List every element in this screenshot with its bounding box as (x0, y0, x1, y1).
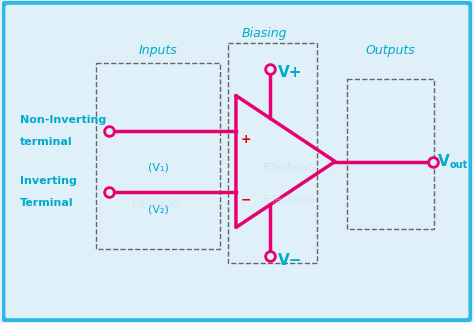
Text: ETechnoG: ETechnoG (264, 195, 315, 205)
Text: V+: V+ (278, 65, 302, 80)
Text: V: V (438, 154, 450, 169)
Text: −: − (241, 194, 251, 207)
Text: terminal: terminal (20, 137, 73, 147)
Text: V−: V− (278, 253, 302, 268)
Bar (96, 63, 220, 249)
Text: Biasing: Biasing (242, 26, 287, 40)
Text: Inputs: Inputs (139, 45, 177, 57)
Bar (228, 43, 317, 263)
Text: ETechnoG: ETechnoG (264, 163, 315, 173)
Bar (347, 79, 434, 229)
Text: out: out (450, 161, 468, 171)
Text: (V₂): (V₂) (148, 204, 169, 214)
FancyBboxPatch shape (3, 2, 471, 321)
Text: Terminal: Terminal (20, 198, 73, 208)
Text: Inverting: Inverting (20, 176, 77, 186)
Text: Non-Inverting: Non-Inverting (20, 115, 106, 125)
Text: (V₁): (V₁) (148, 163, 169, 173)
Text: +: + (241, 133, 252, 146)
Text: Outputs: Outputs (366, 45, 416, 57)
Text: ETechnoG: ETechnoG (132, 200, 180, 210)
